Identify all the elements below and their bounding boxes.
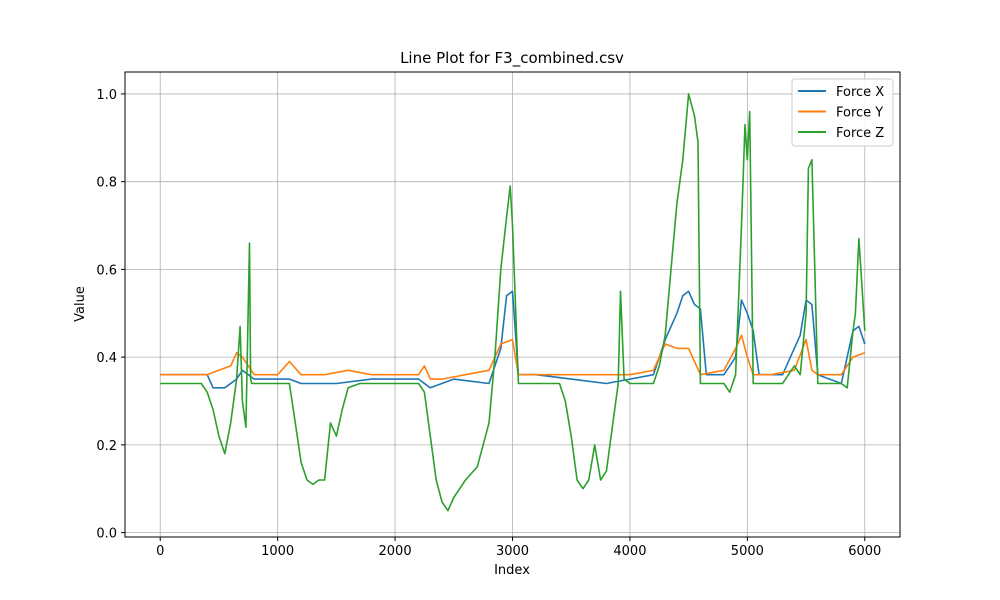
x-tick-label: 0 xyxy=(156,544,164,559)
series-line-force-x xyxy=(160,290,866,389)
x-tick-label: 2000 xyxy=(379,544,412,559)
x-axis-ticks: 0 1000 2000 3000 4000 5000 6000 xyxy=(156,537,881,559)
y-tick-label: 0.6 xyxy=(96,263,117,278)
x-tick-label: 3000 xyxy=(496,544,529,559)
y-axis-label: Value xyxy=(73,286,88,322)
y-tick-label: 0.4 xyxy=(96,351,117,366)
x-tick-label: 6000 xyxy=(848,544,881,559)
x-axis-label: Index xyxy=(494,563,530,578)
y-tick-label: 0.2 xyxy=(96,439,117,454)
y-tick-label: 0.8 xyxy=(96,176,117,191)
y-tick-label: 1.0 xyxy=(96,88,117,103)
legend-label-force-z: Force Z xyxy=(836,126,884,141)
legend-box xyxy=(791,78,894,147)
x-tick-label: 5000 xyxy=(731,544,764,559)
grid xyxy=(125,72,900,537)
x-tick-label: 4000 xyxy=(613,544,646,559)
chart-title: Line Plot for F3_combined.csv xyxy=(400,49,624,68)
plot-lines xyxy=(160,93,866,512)
y-tick-label: 0.0 xyxy=(96,527,117,542)
series-line-force-z xyxy=(160,93,866,512)
legend-label-force-y: Force Y xyxy=(836,106,883,121)
x-tick-label: 1000 xyxy=(261,544,294,559)
y-axis-ticks: 0.0 0.2 0.4 0.6 0.8 1.0 xyxy=(96,88,125,542)
legend-label-force-x: Force X xyxy=(836,85,884,100)
legend: Force X Force Y Force Z xyxy=(791,78,894,147)
